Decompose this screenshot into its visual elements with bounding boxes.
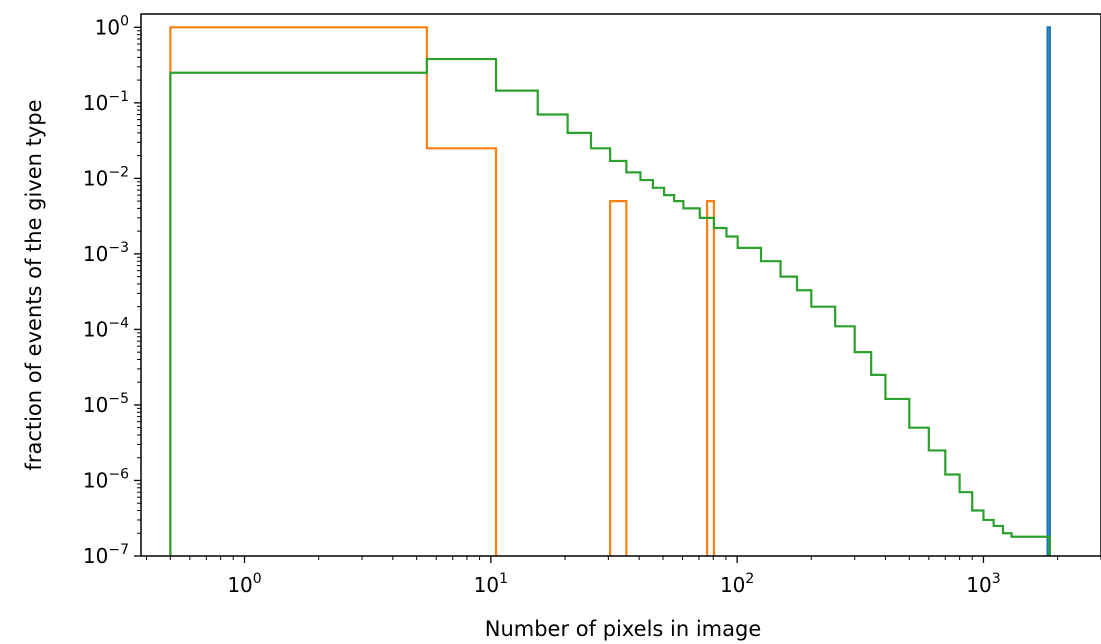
y-tick-label: 10−5	[83, 391, 129, 417]
series-layer	[169, 26, 1051, 556]
x-tick-label: 100	[227, 571, 261, 597]
y-axis: 100 10−1 10−2 10−3 10−4 10−5 10−6 10−7	[83, 13, 141, 568]
y-tick-label: 10−2	[83, 164, 129, 190]
series-1-step-line	[1046, 26, 1051, 556]
y-tick-label: 10−4	[83, 315, 129, 341]
series-2-step-line	[169, 26, 716, 556]
y-tick-label: 10−6	[83, 466, 129, 492]
x-tick-label: 103	[966, 571, 1000, 597]
y-axis-label: fraction of events of the given type	[22, 99, 46, 470]
x-axis-label: Number of pixels in image	[485, 617, 762, 641]
x-tick-label: 102	[720, 571, 754, 597]
y-tick-label: 10−7	[83, 542, 129, 568]
y-tick-label: 10−3	[83, 240, 129, 266]
plot-frame	[140, 13, 1101, 557]
x-axis: 100 101 102 103	[145, 556, 1101, 597]
series-3-step-line	[169, 57, 1051, 556]
y-tick-label: 10−1	[83, 89, 129, 115]
y-tick-label: 100	[95, 13, 129, 39]
x-tick-label: 101	[474, 571, 508, 597]
